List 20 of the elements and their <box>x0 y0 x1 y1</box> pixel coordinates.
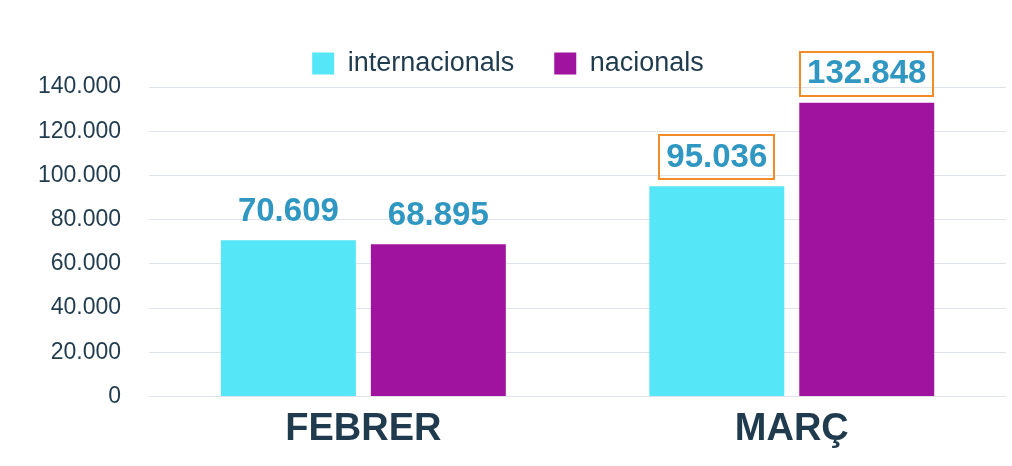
y-tick-label: 60.000 <box>50 249 122 276</box>
legend-label: internacionals <box>347 46 515 77</box>
data-label: 68.895 <box>387 194 489 232</box>
y-tick-label: 40.000 <box>50 293 122 320</box>
bar <box>370 244 506 396</box>
y-tick-label: 0 <box>108 381 122 408</box>
y-tick-label: 80.000 <box>50 204 122 231</box>
bar <box>220 240 356 396</box>
x-tick-label: MARÇ <box>734 405 849 448</box>
y-tick-label: 20.000 <box>50 337 122 364</box>
y-tick-label: 140.000 <box>38 72 122 99</box>
y-tick-label: 100.000 <box>38 160 122 187</box>
legend-label: nacionals <box>589 46 704 77</box>
x-tick-label: FEBRER <box>285 405 442 448</box>
bar <box>649 186 785 396</box>
bar <box>799 102 935 396</box>
y-tick-label: 120.000 <box>38 116 122 143</box>
data-label: 70.609 <box>237 190 339 228</box>
data-label: 132.848 <box>807 53 927 91</box>
data-label: 95.036 <box>666 136 768 174</box>
